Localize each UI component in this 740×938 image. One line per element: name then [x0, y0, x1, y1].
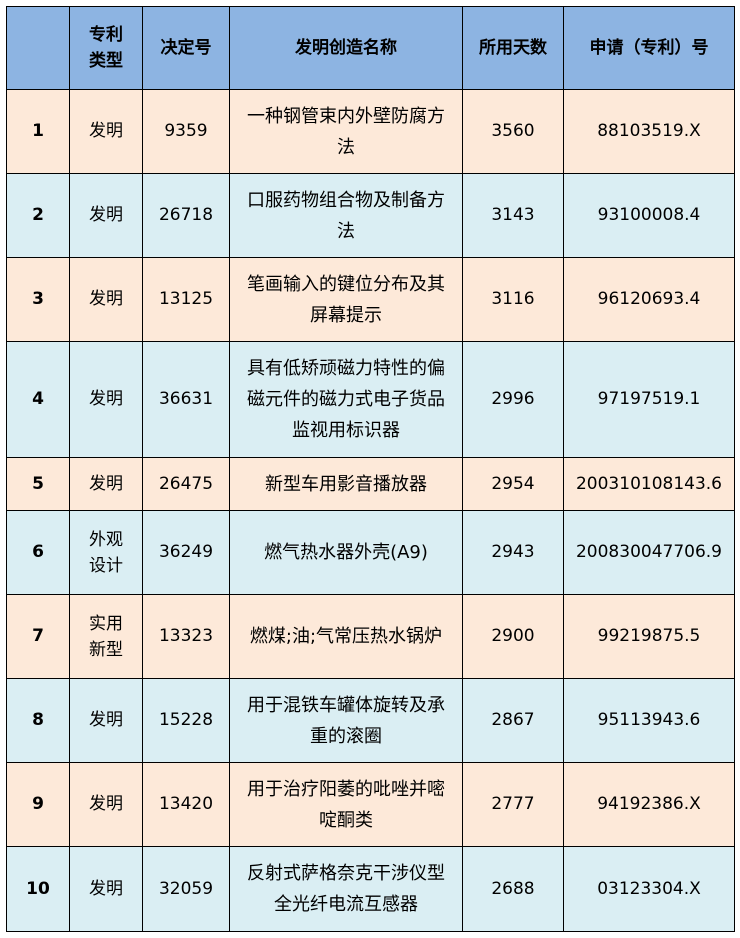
cell-decision: 15228 — [142, 678, 230, 763]
cell-name: 笔画输入的键位分布及其屏幕提示 — [229, 257, 463, 342]
cell-app-no: 200830047706.9 — [563, 510, 735, 595]
cell-type: 发明 — [69, 457, 143, 511]
cell-app-no: 97197519.1 — [563, 341, 735, 458]
cell-type: 实用新型 — [69, 594, 143, 679]
header-decision: 决定号 — [142, 6, 230, 90]
cell-days: 2688 — [462, 846, 564, 932]
cell-name: 用于混铁车罐体旋转及承重的滚圈 — [229, 678, 463, 763]
cell-type: 外观设计 — [69, 510, 143, 595]
name-text: 口服药物组合物及制备方法 — [247, 189, 445, 242]
name-text: 具有低矫顽磁力特性的偏磁元件的磁力式电子货品监视用标识器 — [247, 358, 445, 441]
header-app-no: 申请（专利）号 — [563, 6, 735, 90]
cell-decision: 9359 — [142, 89, 230, 174]
table-row: 5 发明 26475 新型车用影音播放器 2954 200310108143.6 — [6, 457, 735, 511]
name-text: 用于治疗阳萎的吡唑并嘧啶酮类 — [247, 778, 445, 831]
cell-days: 2777 — [462, 762, 564, 847]
cell-name: 用于治疗阳萎的吡唑并嘧啶酮类 — [229, 762, 463, 847]
cell-days: 3143 — [462, 173, 564, 258]
type-text: 发明 — [89, 289, 123, 309]
cell-index: 9 — [6, 762, 70, 847]
cell-app-no: 96120693.4 — [563, 257, 735, 342]
cell-name: 一种钢管束内外壁防腐方法 — [229, 89, 463, 174]
cell-type: 发明 — [69, 678, 143, 763]
cell-name: 反射式萨格奈克干涉仪型全光纤电流互感器 — [229, 846, 463, 932]
cell-index: 3 — [6, 257, 70, 342]
cell-index: 5 — [6, 457, 70, 511]
table-row: 8 发明 15228 用于混铁车罐体旋转及承重的滚圈 2867 95113943.6 — [6, 678, 735, 763]
patent-table: 专利类型 决定号 发明创造名称 所用天数 申请（专利）号 1 发明 9359 一种钢管… — [6, 6, 735, 932]
header-row: 专利类型 决定号 发明创造名称 所用天数 申请（专利）号 — [6, 6, 735, 90]
cell-days: 2943 — [462, 510, 564, 595]
cell-index: 10 — [6, 846, 70, 932]
cell-name: 燃气热水器外壳(A9) — [229, 510, 463, 595]
cell-type: 发明 — [69, 173, 143, 258]
cell-type: 发明 — [69, 341, 143, 458]
table-row: 1 发明 9359 一种钢管束内外壁防腐方法 3560 88103519.X — [6, 89, 735, 174]
cell-index: 1 — [6, 89, 70, 174]
table-row: 10 发明 32059 反射式萨格奈克干涉仪型全光纤电流互感器 2688 03123304… — [6, 846, 735, 932]
table-row: 9 发明 13420 用于治疗阳萎的吡唑并嘧啶酮类 2777 94192386.X — [6, 762, 735, 847]
type-text: 发明 — [89, 205, 123, 225]
name-text: 用于混铁车罐体旋转及承重的滚圈 — [247, 694, 445, 747]
cell-decision: 26718 — [142, 173, 230, 258]
cell-type: 发明 — [69, 257, 143, 342]
header-days: 所用天数 — [462, 6, 564, 90]
name-text: 燃气热水器外壳(A9) — [264, 542, 428, 563]
cell-days: 2867 — [462, 678, 564, 763]
cell-days: 2996 — [462, 341, 564, 458]
cell-days: 3116 — [462, 257, 564, 342]
table-row: 7 实用新型 13323 燃煤;油;气常压热水锅炉 2900 99219875.5 — [6, 594, 735, 679]
cell-days: 3560 — [462, 89, 564, 174]
name-text: 笔画输入的键位分布及其屏幕提示 — [247, 273, 445, 326]
name-text: 一种钢管束内外壁防腐方法 — [247, 105, 445, 158]
table-row: 2 发明 26718 口服药物组合物及制备方法 3143 93100008.4 — [6, 173, 735, 258]
cell-name: 新型车用影音播放器 — [229, 457, 463, 511]
cell-app-no: 03123304.X — [563, 846, 735, 932]
cell-app-no: 99219875.5 — [563, 594, 735, 679]
cell-type: 发明 — [69, 89, 143, 174]
type-text: 实用新型 — [89, 613, 123, 660]
cell-index: 4 — [6, 341, 70, 458]
cell-index: 2 — [6, 173, 70, 258]
type-text: 发明 — [89, 710, 123, 730]
cell-decision: 13323 — [142, 594, 230, 679]
cell-days: 2900 — [462, 594, 564, 679]
header-name: 发明创造名称 — [229, 6, 463, 90]
type-text: 外观设计 — [89, 529, 123, 576]
cell-name: 燃煤;油;气常压热水锅炉 — [229, 594, 463, 679]
name-text: 燃煤;油;气常压热水锅炉 — [249, 626, 443, 647]
cell-index: 8 — [6, 678, 70, 763]
header-type: 专利类型 — [69, 6, 143, 90]
name-text: 新型车用影音播放器 — [265, 473, 427, 495]
cell-decision: 36631 — [142, 341, 230, 458]
cell-app-no: 200310108143.6 — [563, 457, 735, 511]
cell-index: 6 — [6, 510, 70, 595]
cell-decision: 13420 — [142, 762, 230, 847]
cell-app-no: 88103519.X — [563, 89, 735, 174]
type-text: 发明 — [89, 794, 123, 814]
name-text: 反射式萨格奈克干涉仪型全光纤电流互感器 — [247, 863, 445, 915]
cell-type: 发明 — [69, 846, 143, 932]
type-text: 发明 — [89, 473, 123, 494]
cell-decision: 26475 — [142, 457, 230, 511]
table-row: 4 发明 36631 具有低矫顽磁力特性的偏磁元件的磁力式电子货品监视用标识器 2996… — [6, 341, 735, 458]
type-text: 发明 — [89, 121, 123, 141]
cell-app-no: 94192386.X — [563, 762, 735, 847]
cell-decision: 32059 — [142, 846, 230, 932]
cell-name: 口服药物组合物及制备方法 — [229, 173, 463, 258]
cell-app-no: 95113943.6 — [563, 678, 735, 763]
cell-name: 具有低矫顽磁力特性的偏磁元件的磁力式电子货品监视用标识器 — [229, 341, 463, 458]
cell-decision: 13125 — [142, 257, 230, 342]
header-index — [6, 6, 70, 90]
table-row: 3 发明 13125 笔画输入的键位分布及其屏幕提示 3116 96120693.4 — [6, 257, 735, 342]
table-row: 6 外观设计 36249 燃气热水器外壳(A9) 2943 200830047706.9 — [6, 510, 735, 595]
cell-index: 7 — [6, 594, 70, 679]
cell-decision: 36249 — [142, 510, 230, 595]
cell-app-no: 93100008.4 — [563, 173, 735, 258]
cell-type: 发明 — [69, 762, 143, 847]
type-text: 发明 — [89, 389, 123, 409]
type-text: 发明 — [89, 878, 123, 899]
cell-days: 2954 — [462, 457, 564, 511]
